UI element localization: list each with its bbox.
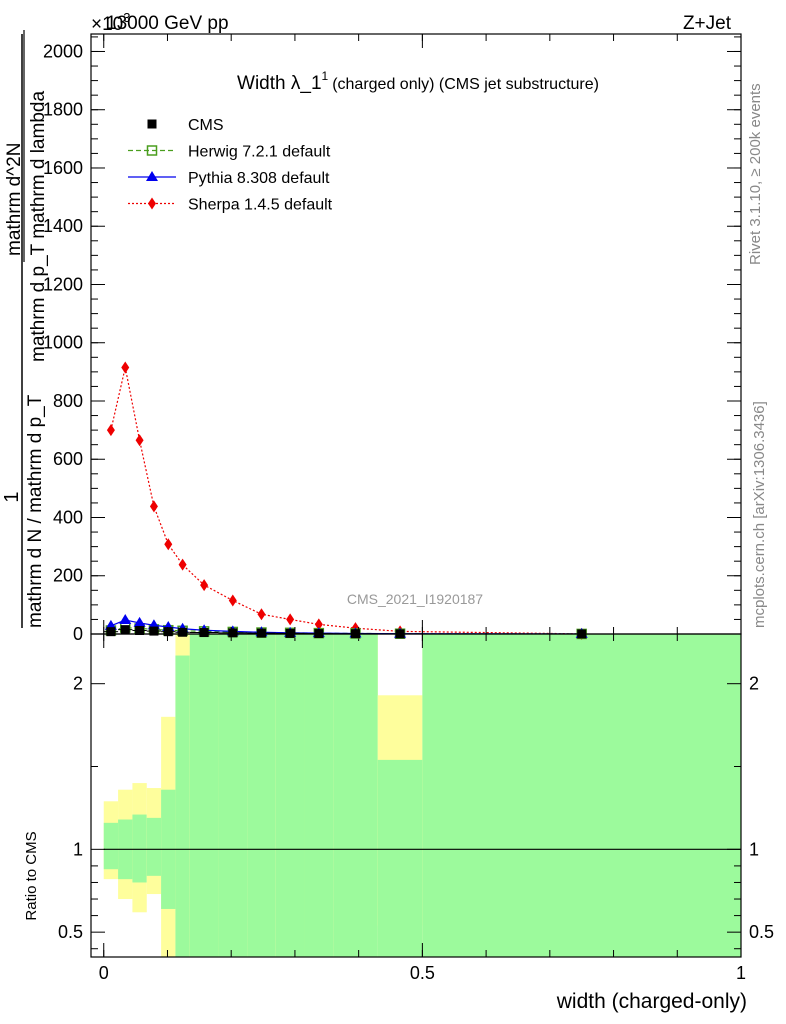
x-tick-label: 0.5 (410, 963, 435, 983)
series-point (135, 434, 144, 447)
ratio-inner-band-bin (146, 817, 162, 876)
series-point (200, 579, 209, 592)
ratio-inner-band-bin (175, 655, 190, 957)
legend-label: Herwig 7.2.1 default (188, 144, 331, 161)
x-tick-label: 1 (736, 963, 746, 983)
ratio-inner-band-bin (218, 634, 248, 957)
plot-title-main: Width λ_1 (237, 73, 321, 94)
series-line (110, 626, 582, 635)
legend-item: Herwig 7.2.1 default (128, 144, 331, 161)
y-exponent: ×103 (91, 10, 130, 35)
ratio-inner-band-bin (275, 634, 305, 957)
legend-marker (148, 197, 156, 210)
ratio-inner-band-bin (189, 634, 219, 957)
y-tick-label: 0 (73, 624, 83, 644)
legend-label: Sherpa 1.4.5 default (188, 197, 333, 214)
y-tick-label: 0.5 (58, 922, 83, 942)
series-point (135, 626, 145, 636)
ratio-y-label: Ratio to CMS (23, 831, 40, 920)
main-axes: 0 200 400 600 800 1000 1200 1400 1600 1800 2000 (43, 33, 742, 644)
legend: CMS Herwig 7.2.1 default Pythia 8.308 defa… (128, 117, 333, 214)
ratio-inner-band-bin (304, 634, 334, 957)
legend-marker (146, 145, 158, 156)
y-tick-label: 1800 (43, 100, 83, 120)
series-point (228, 594, 237, 607)
y-tick-label: 1600 (43, 158, 83, 178)
ratio-y-tick-label-right: 1 (749, 839, 759, 859)
ylabel-denominator: mathrm d N / mathrm d p_T (25, 394, 46, 628)
series-point (314, 618, 323, 631)
legend-item: CMS (147, 117, 224, 134)
legend-label: CMS (188, 117, 224, 134)
y-tick-label: 1400 (43, 216, 83, 236)
series-point (178, 558, 187, 571)
ratio-bands (103, 634, 741, 957)
header-left: 13000 GeV pp (106, 13, 229, 34)
axes-frame (90, 33, 742, 635)
series-point (257, 608, 266, 621)
mcplots-label: mcplots.cern.ch [arXiv:1306.3436] (751, 401, 768, 628)
ratio-y-tick-label-right: 0.5 (749, 922, 774, 942)
main-y-label: 1 mathrm d N / mathrm d p_T mathrm d^2N … (1, 30, 49, 628)
ratio-inner-band-bin (333, 634, 378, 957)
series-line (110, 367, 582, 635)
y-tick-label: 600 (53, 449, 83, 469)
series-point (163, 627, 173, 637)
series-point (149, 500, 158, 513)
ratio-inner-band-bin (132, 814, 147, 883)
series-point (228, 628, 238, 638)
ratio-y-tick-label-right: 2 (749, 674, 759, 694)
series-point (256, 628, 266, 638)
y-tick-label: 1200 (43, 274, 83, 294)
ratio-inner-band-bin (247, 634, 276, 957)
legend-marker (147, 119, 157, 129)
watermark: CMS_2021_I1920187 (347, 591, 483, 607)
legend-marker (146, 171, 158, 181)
header-right: Z+Jet (683, 13, 732, 34)
series-point (178, 627, 188, 637)
ratio-inner-band-bin (103, 822, 119, 870)
ratio-inner-band-bin (422, 634, 741, 957)
series-point (149, 626, 159, 636)
ylabel-frac2-numerator: mathrm d^2N (4, 143, 25, 256)
series-point (133, 616, 146, 627)
series-point (106, 627, 116, 637)
series-point (164, 538, 173, 551)
y-tick-label: 1000 (43, 333, 83, 353)
y-tick-label: 2000 (43, 41, 83, 61)
ylabel-frac2-denominator: mathrm d p_T mathrm d lambda (28, 91, 49, 362)
y-tick-label: 2 (73, 674, 83, 694)
y-tick-label: 400 (53, 507, 83, 527)
series-point (121, 361, 130, 374)
plot-title: Width λ_11 (charged only) (CMS jet substr… (237, 69, 599, 94)
legend-item: Sherpa 1.4.5 default (128, 197, 333, 214)
ratio-inner-band-bin (377, 759, 423, 957)
y-tick-label: 200 (53, 566, 83, 586)
series-point (120, 625, 130, 635)
rivet-label: Rivet 3.1.10, ≥ 200k events (747, 83, 764, 265)
series-point (286, 613, 295, 626)
ylabel-numerator: 1 (1, 491, 23, 502)
series-point (199, 628, 209, 638)
legend-item: Pythia 8.308 default (128, 170, 330, 187)
plot-title-suffix: (charged only) (CMS jet substructure) (332, 76, 599, 93)
series-point (119, 614, 132, 625)
legend-label: Pythia 8.308 default (188, 170, 330, 187)
x-axis-label: width (charged-only) (556, 990, 747, 1013)
y-tick-label: 800 (53, 391, 83, 411)
x-tick-label: 0 (99, 963, 109, 983)
series-point (106, 424, 115, 437)
plot-title-sup: 1 (322, 69, 329, 83)
y-tick-label: 1 (73, 839, 83, 859)
